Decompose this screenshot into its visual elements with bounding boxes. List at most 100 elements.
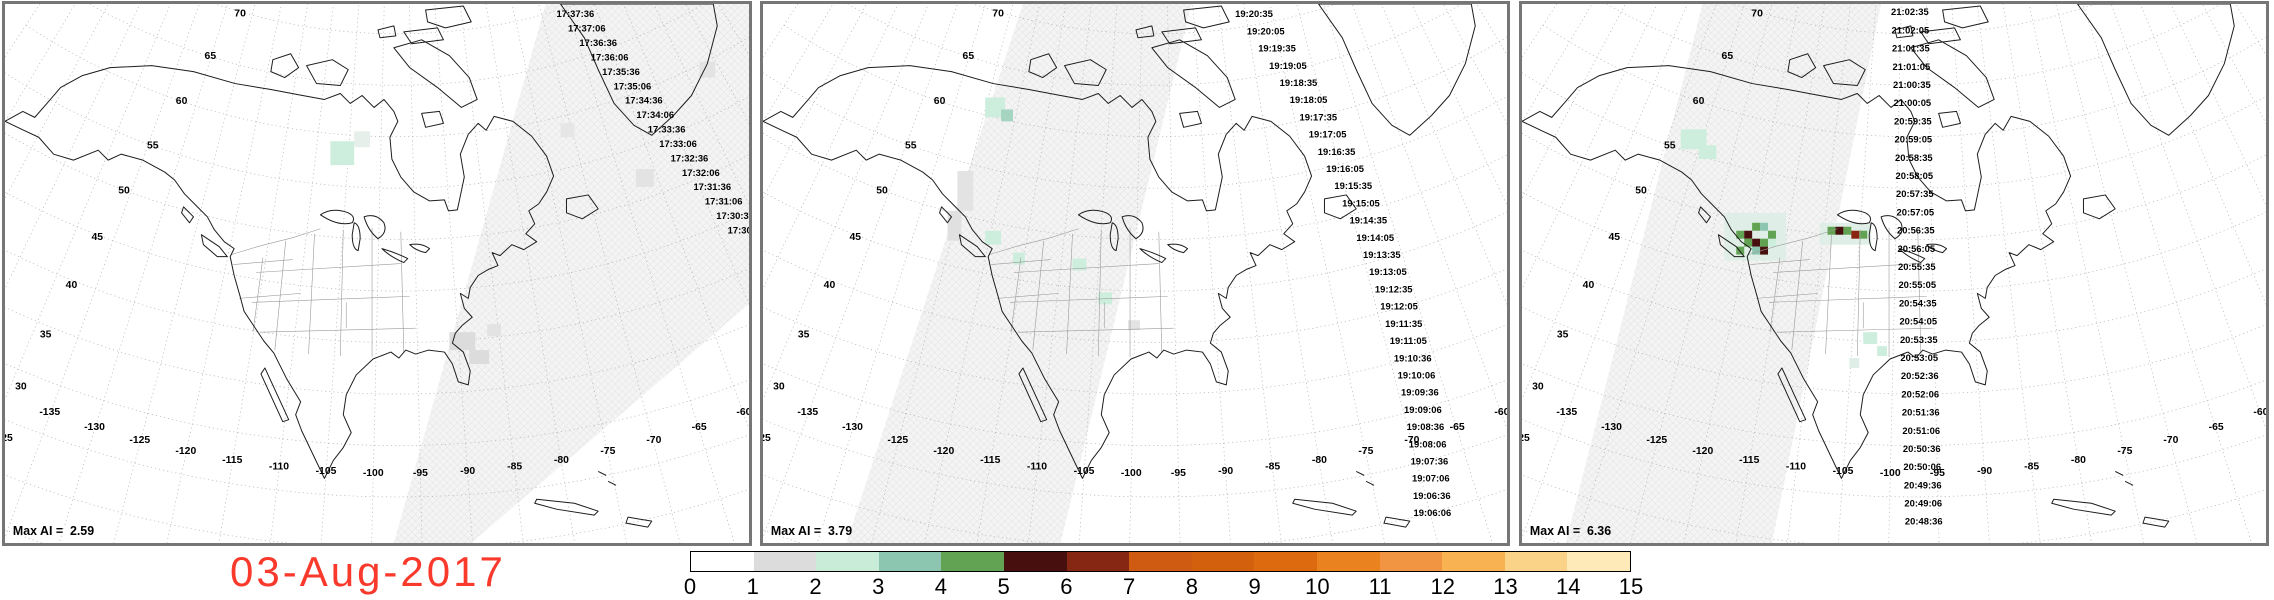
colorbar-segment — [816, 552, 879, 571]
lon-label: -85 — [507, 461, 522, 472]
timestamp-label: 19:06:36 — [1413, 490, 1451, 501]
aerosol-patch — [1072, 258, 1087, 271]
lat-label: 50 — [118, 185, 130, 196]
lat-label: 30 — [773, 381, 785, 392]
timestamp-label: 19:19:35 — [1258, 43, 1296, 54]
timestamp-label: 20:48:36 — [1905, 516, 1943, 527]
timestamp-label: 17:35:36 — [602, 66, 640, 77]
colorbar-segment — [1504, 552, 1568, 571]
aerosol-patch — [1744, 230, 1753, 239]
max-ai-label: Max AI = 6.36 — [1530, 524, 1611, 538]
map-svg: 70 65 60 55 50 45 40 35 30 25 -135 -130 -125 -120 -115… — [763, 4, 1507, 543]
lon-label: -125 — [129, 435, 150, 446]
aerosol-patch — [1768, 238, 1776, 247]
lat-label: 40 — [824, 280, 836, 291]
timestamp-label: 19:14:35 — [1349, 215, 1387, 226]
timestamp-label: 19:08:06 — [1409, 438, 1447, 449]
lat-label: 30 — [15, 381, 27, 392]
map-svg: 70 65 60 55 50 45 40 35 30 25 -135 -130 -125 -120 -115… — [5, 4, 749, 543]
lat-label: 45 — [91, 232, 103, 243]
lon-label: -85 — [2024, 461, 2039, 472]
lon-label: -60 — [1494, 407, 1507, 418]
lat-label: 35 — [1557, 330, 1569, 341]
aerosol-patch — [699, 61, 716, 78]
colorbar-segment — [878, 552, 942, 571]
timestamp-label: 19:13:35 — [1363, 249, 1401, 260]
lon-label: -60 — [736, 407, 749, 418]
timestamp-label: 20:54:35 — [1899, 297, 1937, 308]
colorbar-tick-label: 0 — [683, 574, 697, 599]
timestamp-label: 17:36:36 — [579, 37, 617, 48]
colorbar-tick-label: 8 — [1185, 574, 1198, 599]
timestamp-label: 21:01:35 — [1892, 43, 1930, 54]
lon-label: -95 — [413, 468, 428, 479]
lon-label: -125 — [887, 435, 908, 446]
timestamp-label: 19:10:36 — [1394, 352, 1432, 363]
timestamp-label: 17:37:06 — [568, 23, 606, 34]
lat-label: 50 — [1635, 185, 1647, 196]
lat-label: 70 — [992, 8, 1004, 19]
timestamp-label: 19:15:35 — [1334, 180, 1372, 191]
lon-label: -100 — [1880, 468, 1901, 479]
coastline — [763, 4, 1476, 528]
lat-label: 55 — [147, 141, 159, 152]
timestamp-label: 17:30:36 — [716, 210, 749, 221]
colorbar-tick-label: 1 — [746, 574, 759, 599]
aerosol-patch — [1835, 226, 1844, 235]
lon-label: -130 — [84, 422, 105, 433]
aerosol-patch — [1752, 222, 1761, 231]
lon-label: -75 — [1358, 446, 1373, 457]
timestamp-label: 20:58:35 — [1895, 152, 1933, 163]
colorbar-tick-label: 4 — [934, 574, 948, 599]
lon-label: -110 — [1786, 461, 1806, 472]
timestamp-label: 19:16:35 — [1318, 146, 1356, 157]
swath-hatch — [1565, 4, 1882, 543]
lat-label: 50 — [876, 185, 888, 196]
timestamp-label: 19:18:05 — [1290, 94, 1328, 105]
lat-label: 25 — [1522, 433, 1530, 444]
swath-hatch — [393, 4, 749, 543]
graticule — [5, 4, 749, 543]
timestamp-label: 19:20:35 — [1235, 8, 1273, 19]
colorbar-tick-label: 11 — [1368, 574, 1392, 599]
colorbar-tick-label: 7 — [1123, 574, 1136, 599]
aerosol-patch — [1736, 246, 1745, 255]
colorbar-segment — [1379, 552, 1443, 571]
timestamp-label: 20:56:35 — [1897, 225, 1935, 236]
timestamp-label: 19:14:05 — [1356, 232, 1394, 243]
graticule — [763, 4, 1507, 543]
map-panel-2: 70 65 60 55 50 45 40 35 30 25 -135 -130 -125 -120 -115… — [760, 1, 1510, 546]
timestamp-label: 19:20:05 — [1247, 25, 1285, 36]
aerosol-patch — [1012, 252, 1025, 265]
lon-label: -110 — [269, 461, 289, 472]
timestamp-label: 19:13:05 — [1369, 266, 1407, 277]
timestamp-label: 20:51:36 — [1902, 407, 1940, 418]
timestamp-label: 19:17:05 — [1309, 129, 1347, 140]
aerosol-patch — [1752, 246, 1761, 255]
timestamp-label: 17:36:06 — [591, 51, 629, 62]
lon-label: -105 — [1833, 466, 1854, 477]
lat-label: 40 — [1583, 280, 1595, 291]
aerosol-patch — [635, 169, 654, 187]
timestamp-label: 21:00:35 — [1893, 79, 1931, 90]
timestamp-label: 20:55:35 — [1898, 261, 1936, 272]
lat-label: 70 — [1751, 8, 1763, 19]
timestamp-label: 20:53:35 — [1900, 334, 1938, 345]
colorbar-tick-label: 12 — [1430, 574, 1456, 599]
lon-label: -105 — [316, 466, 337, 477]
map-panel-1: 70 65 60 55 50 45 40 35 30 25 -135 -130 -125 -120 -115… — [2, 1, 752, 546]
timestamp-label: 20:59:35 — [1894, 115, 1932, 126]
lon-label: -115 — [222, 455, 242, 466]
lon-label: -65 — [1450, 422, 1465, 433]
timestamp-label: 19:09:06 — [1404, 404, 1442, 415]
colorbar-segment — [1442, 552, 1505, 571]
lon-label: -135 — [1556, 407, 1577, 418]
lon-label: -130 — [842, 422, 863, 433]
aerosol-patch — [1851, 230, 1860, 239]
aerosol-patch — [487, 324, 501, 337]
max-ai-label: Max AI = 2.59 — [13, 524, 94, 538]
aerosol-patch — [1752, 238, 1761, 247]
lat-label: 35 — [798, 330, 810, 341]
colorbar-tick-label: 10 — [1305, 574, 1330, 599]
timestamp-label: 20:52:06 — [1901, 388, 1939, 399]
